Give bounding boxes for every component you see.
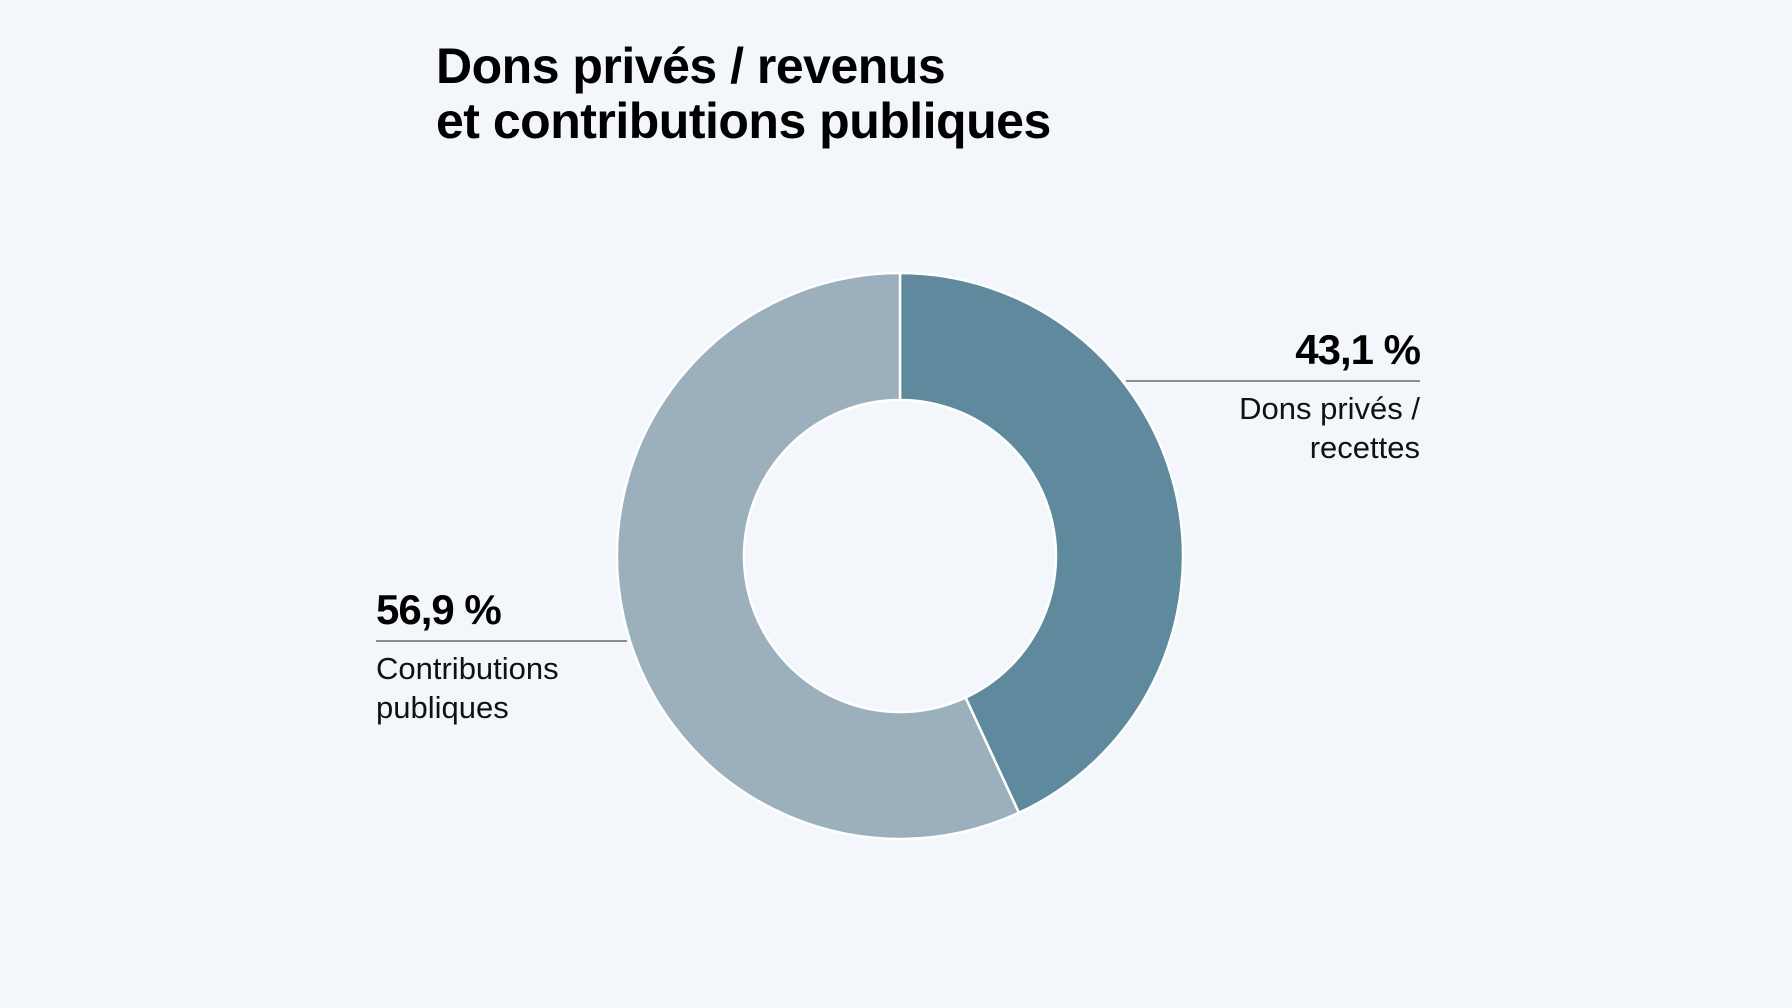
donut-slices [615,271,1185,841]
chart-title-line-1: Dons privés / revenus [436,38,945,94]
slice-value-label-contributions-publiques: 56,9 % [376,586,501,633]
slice-category-label-contributions-publiques-line-2: publiques [376,690,509,725]
slice-category-label-dons-prives-line-2: recettes [1310,430,1420,465]
chart-title-line-2: et contributions publiques [436,93,1051,149]
donut-slice-1 [615,271,1021,841]
chart-title: Dons privés / revenus et contributions p… [436,38,1051,149]
slice-category-label-dons-prives-line-1: Dons privés / [1239,391,1420,426]
donut-slice-0 [898,271,1185,815]
slice-label-contributions-publiques: 56,9 % Contributions publiques [376,586,627,725]
slice-label-dons-prives: 43,1 % Dons privés / recettes [1126,326,1422,465]
slice-category-label-contributions-publiques-line-1: Contributions [376,651,559,686]
slice-value-label-dons-prives: 43,1 % [1295,326,1420,373]
